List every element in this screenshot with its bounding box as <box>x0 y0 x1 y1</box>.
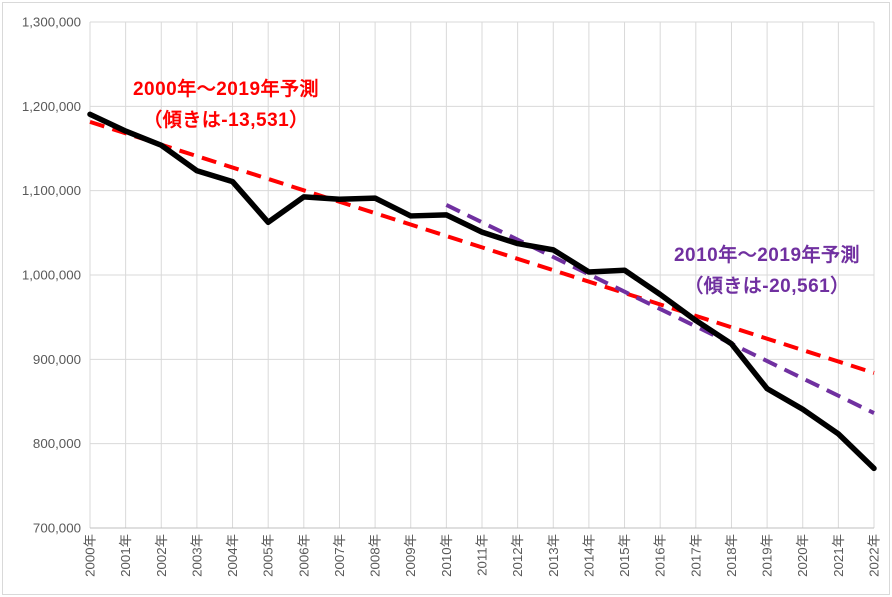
y-tick-label: 1,100,000 <box>22 183 81 198</box>
x-tick-label: 2018年 <box>724 534 739 577</box>
y-tick-label: 900,000 <box>33 352 81 367</box>
annotation-trend-2010-2019-slope: （傾きは-20,561） <box>684 276 850 297</box>
x-tick-label: 2004年 <box>225 534 240 577</box>
y-tick-label: 1,200,000 <box>22 99 81 114</box>
x-tick-label: 2008年 <box>368 534 383 577</box>
y-tick-label: 1,000,000 <box>22 268 81 283</box>
line-chart: 700,000 800,000 900,000 1,000,000 1,100,000 1… <box>22 15 882 577</box>
x-tick-label: 2012年 <box>510 534 525 577</box>
y-tick-label: 1,300,000 <box>22 15 81 30</box>
x-tick-label: 2015年 <box>617 534 632 577</box>
x-tick-label: 2001年 <box>118 534 133 577</box>
y-tick-label: 700,000 <box>33 521 81 536</box>
annotation-trend-2000-2019-slope: （傾きは-13,531） <box>143 110 309 131</box>
x-tick-label: 2011年 <box>475 534 490 576</box>
annotation-trend-2000-2019: 2000年～2019年予測 （傾きは-13,531） <box>133 74 319 136</box>
x-tick-label: 2022年 <box>867 534 882 577</box>
x-tick-label: 2010年 <box>439 534 454 577</box>
trend-2010-2019 <box>445 203 875 415</box>
x-tick-label: 2002年 <box>154 534 169 577</box>
x-tick-label: 2020年 <box>795 534 810 577</box>
annotation-trend-2000-2019-title: 2000年～2019年予測 <box>132 79 320 100</box>
x-tick-label: 2003年 <box>189 534 204 577</box>
y-tick-label: 800,000 <box>33 436 81 451</box>
x-tick-label: 2007年 <box>332 534 347 577</box>
x-tick-label: 2005年 <box>261 534 276 577</box>
x-tick-label: 2017年 <box>688 534 703 577</box>
annotation-trend-2010-2019-title: 2010年～2019年予測 <box>673 245 861 266</box>
x-tick-label: 2016年 <box>653 534 668 577</box>
x-tick-label: 2009年 <box>403 534 418 577</box>
x-tick-label: 2019年 <box>760 534 775 577</box>
x-tick-label: 2013年 <box>546 534 561 577</box>
annotation-trend-2010-2019: 2010年～2019年予測 （傾きは-20,561） <box>674 240 860 302</box>
x-tick-label: 2014年 <box>581 534 596 577</box>
x-tick-label: 2021年 <box>831 534 846 577</box>
x-tick-label: 2006年 <box>296 534 311 577</box>
actual-values-line <box>87 111 877 472</box>
trend-2000-2019 <box>89 119 875 375</box>
x-tick-label: 2000年 <box>83 534 98 577</box>
